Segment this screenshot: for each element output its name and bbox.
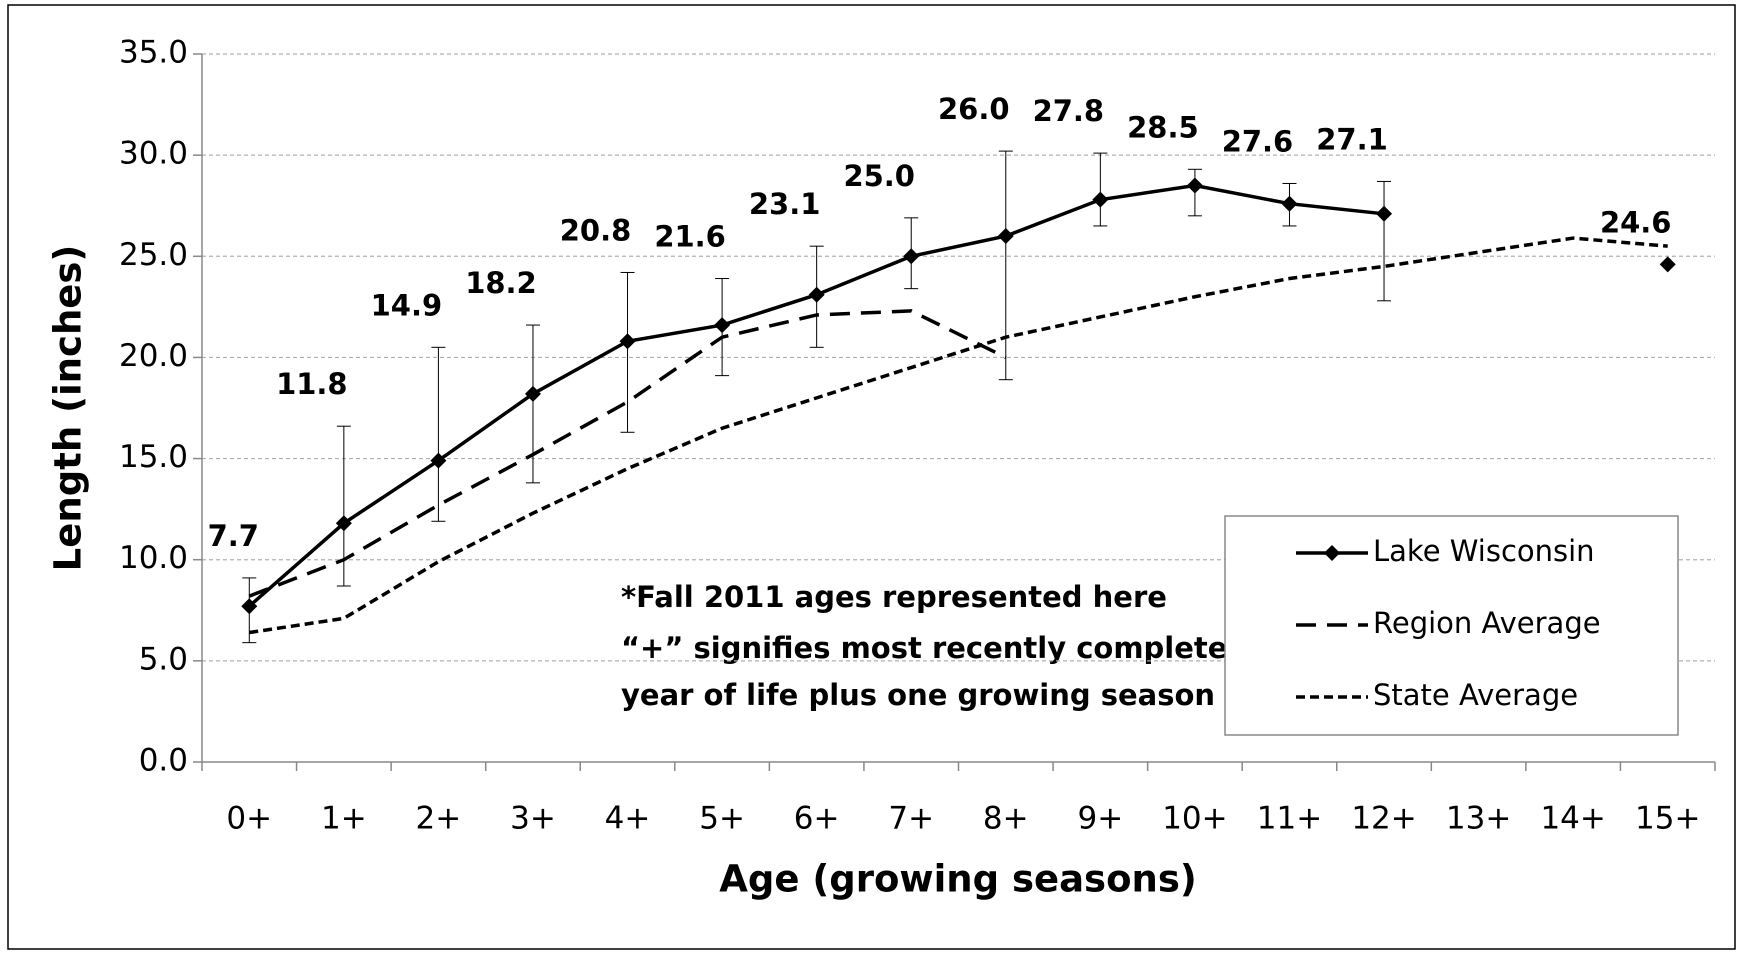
y-tick-label: 30.0 [119,136,188,172]
data-label: 21.6 [654,220,726,254]
x-tick-label: 8+ [983,801,1029,837]
annotation: *Fall 2011 ages represented here [621,580,1167,614]
data-label: 7.7 [208,519,259,553]
y-tick-label: 10.0 [119,540,188,576]
legend-label: Region Average [1373,606,1601,640]
data-label: 14.9 [371,288,443,322]
data-label: 20.8 [560,213,632,247]
x-tick-label: 7+ [888,801,934,837]
data-label: 18.2 [465,266,537,300]
x-tick-label: 2+ [416,801,462,837]
data-label: 28.5 [1127,110,1199,144]
point-marker [335,515,352,532]
x-axis-label: Age (growing seasons) [719,858,1197,901]
data-label: 11.8 [276,367,348,401]
x-tick-label: 15+ [1635,801,1700,837]
point-marker [1186,177,1203,194]
point-marker [1281,195,1298,212]
legend-label: Lake Wisconsin [1373,534,1595,568]
point-marker [997,228,1014,245]
data-label: 24.6 [1600,205,1672,239]
series-line [248,309,1007,598]
x-tick-label: 4+ [605,801,651,837]
annotation: year of life plus one growing season [621,678,1215,712]
x-tick-label: 11+ [1257,801,1322,837]
chart-border [7,4,1736,950]
annotation: “+” signifies most recently completed [621,631,1248,665]
point-marker [524,385,541,402]
point-marker [1376,205,1393,222]
y-tick-label: 35.0 [119,35,188,71]
y-tick-label: 25.0 [119,237,188,273]
x-tick-label: 9+ [1077,801,1123,837]
x-tick-label: 6+ [794,801,840,837]
y-axis-label: Length (inches) [47,245,90,572]
y-tick-label: 20.0 [119,338,188,374]
data-label: 27.1 [1316,122,1388,156]
point-marker [903,248,920,265]
legend-label: State Average [1373,678,1578,712]
series-line [249,236,1668,635]
x-tick-label: 12+ [1351,801,1416,837]
point-marker [1659,256,1676,273]
x-tick-label: 13+ [1446,801,1511,837]
point-marker [619,333,636,350]
data-label: 27.8 [1033,94,1105,128]
x-tick-label: 1+ [321,801,367,837]
data-label: 27.6 [1222,124,1294,158]
legend-marker [1324,545,1340,561]
x-tick-label: 10+ [1162,801,1227,837]
x-tick-label: 0+ [226,801,272,837]
x-tick-label: 14+ [1540,801,1605,837]
point-marker [430,452,447,469]
x-tick-label: 5+ [699,801,745,837]
point-marker [808,286,825,303]
point-marker [241,598,258,615]
data-label: 25.0 [843,159,915,193]
x-tick-label: 3+ [510,801,556,837]
point-marker [714,317,731,334]
y-tick-label: 5.0 [139,641,188,677]
y-tick-label: 15.0 [119,439,188,475]
point-marker [1092,191,1109,208]
data-label: 23.1 [749,187,821,221]
data-label: 26.0 [938,92,1010,126]
y-tick-label: 0.0 [139,743,188,779]
